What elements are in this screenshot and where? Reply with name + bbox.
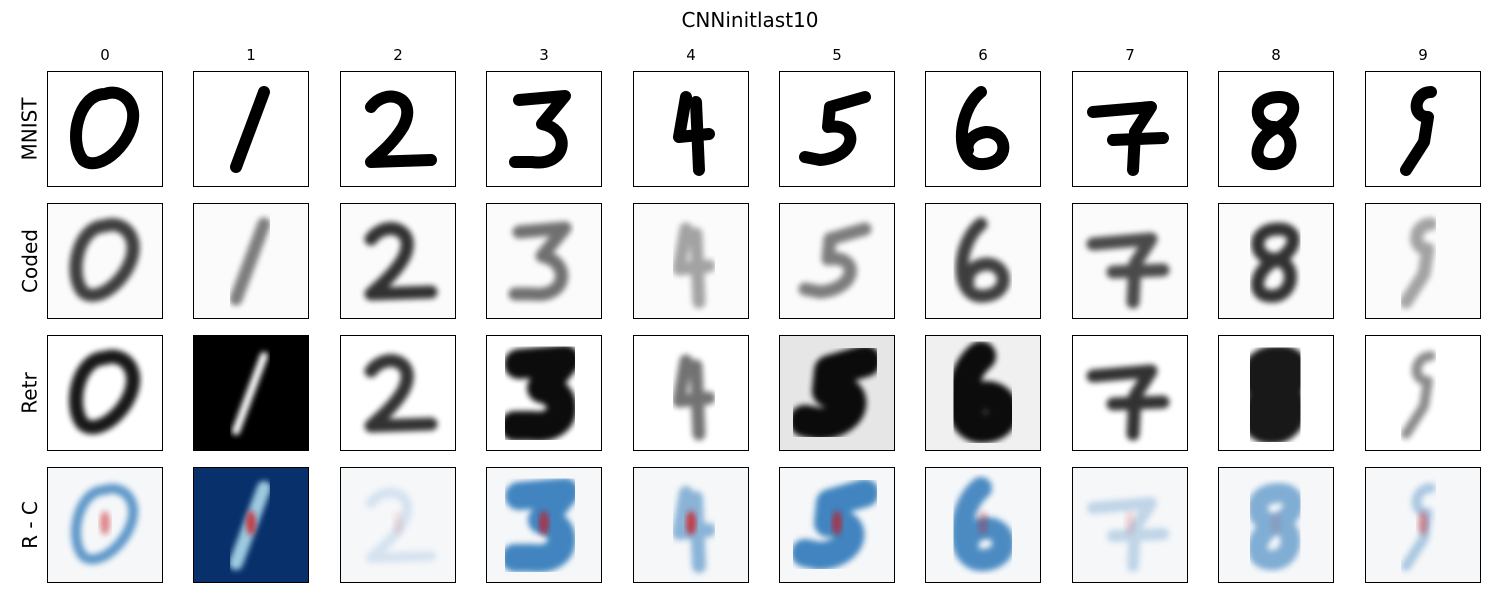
r-minus-c-image-3	[486, 467, 602, 583]
coded-image-1	[193, 203, 309, 319]
column-label-0: 0	[100, 46, 110, 64]
mnist-image-3	[486, 71, 602, 187]
column-label-5: 5	[832, 46, 842, 64]
coded-image-6	[925, 203, 1041, 319]
column-label-1: 1	[246, 46, 256, 64]
column-label-2: 2	[393, 46, 403, 64]
coded-image-7	[1072, 203, 1188, 319]
coded-image-4	[633, 203, 749, 319]
retr-image-9	[1365, 335, 1481, 451]
mnist-image-7	[1072, 71, 1188, 187]
coded-image-8	[1218, 203, 1334, 319]
retr-image-5	[779, 335, 895, 451]
column-label-8: 8	[1271, 46, 1281, 64]
mnist-image-2	[340, 71, 456, 187]
coded-image-2	[340, 203, 456, 319]
r-minus-c-image-4	[633, 467, 749, 583]
mnist-image-8	[1218, 71, 1334, 187]
column-label-6: 6	[978, 46, 988, 64]
r-minus-c-image-8	[1218, 467, 1334, 583]
r-minus-c-image-7	[1072, 467, 1188, 583]
coded-image-0	[47, 203, 163, 319]
retr-image-3	[486, 335, 602, 451]
r-minus-c-image-5	[779, 467, 895, 583]
mnist-image-1	[193, 71, 309, 187]
r-minus-c-image-9	[1365, 467, 1481, 583]
column-label-3: 3	[539, 46, 549, 64]
mnist-image-5	[779, 71, 895, 187]
column-label-7: 7	[1125, 46, 1135, 64]
retr-image-6	[925, 335, 1041, 451]
mnist-image-0	[47, 71, 163, 187]
r-minus-c-image-2	[340, 467, 456, 583]
column-label-9: 9	[1418, 46, 1428, 64]
column-label-4: 4	[686, 46, 696, 64]
mnist-image-6	[925, 71, 1041, 187]
coded-image-5	[779, 203, 895, 319]
r-minus-c-image-0	[47, 467, 163, 583]
retr-image-1	[193, 335, 309, 451]
retr-image-8	[1218, 335, 1334, 451]
r-minus-c-image-6	[925, 467, 1041, 583]
coded-image-9	[1365, 203, 1481, 319]
mnist-image-4	[633, 71, 749, 187]
coded-image-3	[486, 203, 602, 319]
retr-image-0	[47, 335, 163, 451]
retr-image-7	[1072, 335, 1188, 451]
mnist-image-9	[1365, 71, 1481, 187]
retr-image-2	[340, 335, 456, 451]
r-minus-c-image-1	[193, 467, 309, 583]
figure-title: CNNinitlast10	[681, 8, 819, 32]
retr-image-4	[633, 335, 749, 451]
